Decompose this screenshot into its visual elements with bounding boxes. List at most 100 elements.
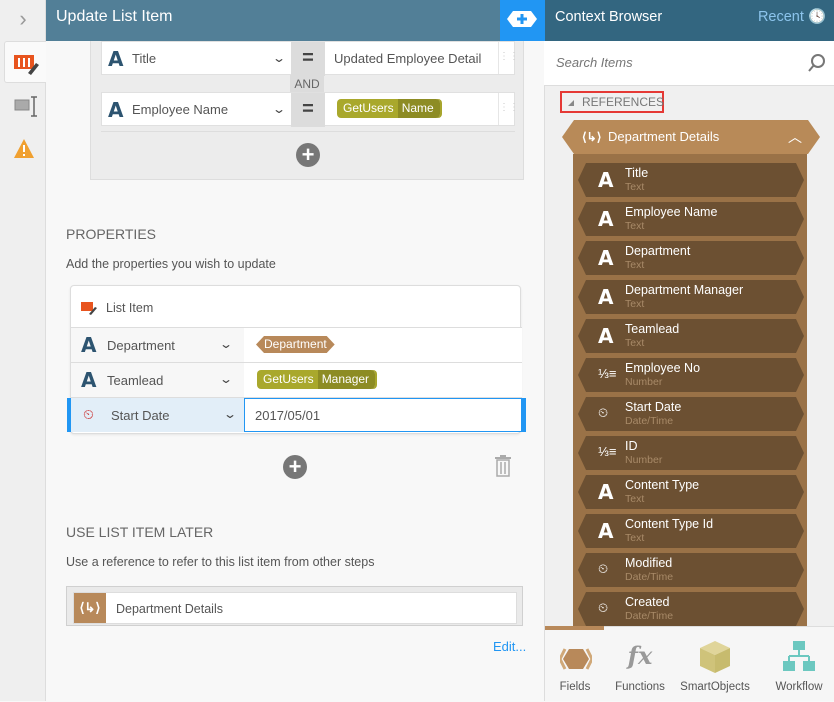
fields-icon xyxy=(560,648,592,670)
chip-property: Manager xyxy=(317,370,376,389)
page-title: Update List Item xyxy=(46,0,500,41)
add-filter-button[interactable]: + xyxy=(296,143,320,167)
text-type-icon: A xyxy=(598,519,614,543)
chevron-up-icon[interactable]: ︿ xyxy=(788,129,802,145)
reference-icon: ⟨↳⟩ xyxy=(74,593,106,623)
workflow-icon xyxy=(783,641,815,671)
property-row: A Department ⌄ Department xyxy=(71,327,522,362)
filter-row: A Employee Name ⌄ = GetUsers Name ⋮⋮ xyxy=(101,92,519,127)
edit-link[interactable]: Edit... xyxy=(493,639,527,654)
field-name: Created xyxy=(625,595,670,609)
start-date-input[interactable]: 2017/05/01 xyxy=(255,408,321,423)
search-icon[interactable] xyxy=(808,54,826,72)
tab-workflow[interactable]: Workflow xyxy=(763,627,834,702)
context-field-item[interactable]: ⏲ Created Date/Time xyxy=(578,592,804,626)
warning-icon[interactable] xyxy=(13,138,35,160)
section-heading: USE LIST ITEM LATER xyxy=(66,524,214,540)
add-reference-icon xyxy=(507,11,537,27)
operator[interactable]: = xyxy=(291,93,325,127)
filter-row: A Title ⌄ = Updated Employee Detail ⋮⋮ xyxy=(101,41,519,76)
field-type: Text xyxy=(625,532,645,544)
context-field-item[interactable]: A Department Text xyxy=(578,241,804,275)
reference-fields: A Title Text A Employee Name Text A Department T… xyxy=(573,154,807,626)
context-field-item[interactable]: A Content Type Text xyxy=(578,475,804,509)
recent-button[interactable]: Recent 🕓 xyxy=(758,0,826,34)
number-type-icon: ⅓≡ xyxy=(598,366,617,381)
context-field-item[interactable]: ⅓≡ ID Number xyxy=(578,436,804,470)
context-field-item[interactable]: A Content Type Id Text xyxy=(578,514,804,548)
field-type: Text xyxy=(625,493,645,505)
reference-group-header[interactable]: ⟨↳⟩ Department Details ︿ xyxy=(562,120,820,154)
field-name: ID xyxy=(625,439,638,453)
properties-table: List Item A Department ⌄ Department A Teaml… xyxy=(67,285,526,434)
chip-source: GetUsers xyxy=(257,370,318,389)
property-name[interactable]: Teamlead xyxy=(107,373,164,388)
field-type: Text xyxy=(625,220,645,232)
context-browser-title: Context Browser xyxy=(555,9,663,25)
text-type-icon: A xyxy=(598,285,614,309)
reference-icon: ⟨↳⟩ xyxy=(582,130,602,144)
tab-smartobjects[interactable]: SmartObjects xyxy=(679,627,751,702)
drag-handle-icon[interactable]: ⋮⋮ xyxy=(498,42,519,74)
chevron-down-icon[interactable]: ⌄ xyxy=(218,337,234,351)
smartobject-reference-chip[interactable]: GetUsers Name xyxy=(337,99,440,118)
filter-value[interactable]: Updated Employee Detail xyxy=(334,51,482,66)
field-type: Text xyxy=(625,298,645,310)
tab-functions[interactable]: fx Functions xyxy=(604,627,676,702)
chevron-down-icon[interactable]: ⌄ xyxy=(271,102,287,116)
property-name[interactable]: Department xyxy=(107,338,175,353)
tab-label: SmartObjects xyxy=(680,681,750,693)
field-name: Title xyxy=(625,166,649,180)
field-type: Date/Time xyxy=(625,415,674,427)
add-reference-button[interactable] xyxy=(500,0,544,41)
text-type-icon: A xyxy=(598,246,614,270)
context-field-item[interactable]: ⏲ Modified Date/Time xyxy=(578,553,804,587)
recent-label: Recent xyxy=(757,9,804,25)
reference-name-field[interactable]: ⟨↳⟩ Department Details xyxy=(73,592,517,624)
context-field-item[interactable]: A Employee Name Text xyxy=(578,202,804,236)
field-type: Text xyxy=(625,181,645,193)
context-field-item[interactable]: ⅓≡ Employee No Number xyxy=(578,358,804,392)
drag-handle-icon[interactable]: ⋮⋮ xyxy=(498,93,519,125)
field-name: Content Type Id xyxy=(625,517,714,531)
context-field-item[interactable]: A Title Text xyxy=(578,163,804,197)
field-name: Employee Name xyxy=(625,205,718,219)
chevron-down-icon[interactable]: ⌄ xyxy=(271,51,287,65)
filter-field[interactable]: Title xyxy=(132,51,157,66)
chevron-down-icon[interactable]: ⌄ xyxy=(218,372,234,386)
property-name[interactable]: Start Date xyxy=(111,408,170,423)
field-name: Start Date xyxy=(625,400,682,414)
list-edit-icon xyxy=(14,55,39,75)
filter-box: A Title ⌄ = Updated Employee Detail ⋮⋮ A… xyxy=(90,41,524,180)
chevron-down-icon[interactable]: ⌄ xyxy=(222,407,238,421)
search-input[interactable] xyxy=(556,55,796,70)
context-browser-header: Context Browser Recent 🕓 xyxy=(544,0,834,41)
list-item-label: List Item xyxy=(106,301,154,315)
tab-label: Workflow xyxy=(775,681,823,693)
field-type: Date/Time xyxy=(625,610,674,622)
context-field-item[interactable]: A Department Manager Text xyxy=(578,280,804,314)
left-rail: › xyxy=(0,0,46,701)
add-property-button[interactable]: + xyxy=(283,455,307,479)
field-type: Date/Time xyxy=(625,571,674,583)
reference-chip[interactable]: Department xyxy=(256,336,335,353)
field-name: Department xyxy=(625,244,691,258)
expand-chevron-icon[interactable]: › xyxy=(19,6,27,31)
trash-icon[interactable] xyxy=(494,455,512,477)
smartobject-reference-chip[interactable]: GetUsers Manager xyxy=(257,370,376,389)
references-toggle[interactable]: REFERENCES xyxy=(560,91,664,113)
tab-label: Functions xyxy=(615,681,665,693)
context-field-item[interactable]: ⏲ Start Date Date/Time xyxy=(578,397,804,431)
text-type-icon: A xyxy=(598,207,614,231)
text-type-icon: A xyxy=(598,168,614,192)
smartobjects-cube-icon xyxy=(700,641,730,673)
filter-field[interactable]: Employee Name xyxy=(132,102,229,117)
operator[interactable]: = xyxy=(291,42,325,76)
form-field-icon[interactable] xyxy=(14,96,38,118)
context-tree: REFERENCES ⟨↳⟩ Department Details ︿ A Title… xyxy=(544,86,834,626)
tab-list-item-config[interactable] xyxy=(4,41,46,83)
datetime-type-icon: ⏲ xyxy=(598,600,609,615)
context-field-item[interactable]: A Teamlead Text xyxy=(578,319,804,353)
filter-conjunction: AND xyxy=(290,75,324,93)
tab-fields[interactable]: Fields xyxy=(539,627,611,702)
